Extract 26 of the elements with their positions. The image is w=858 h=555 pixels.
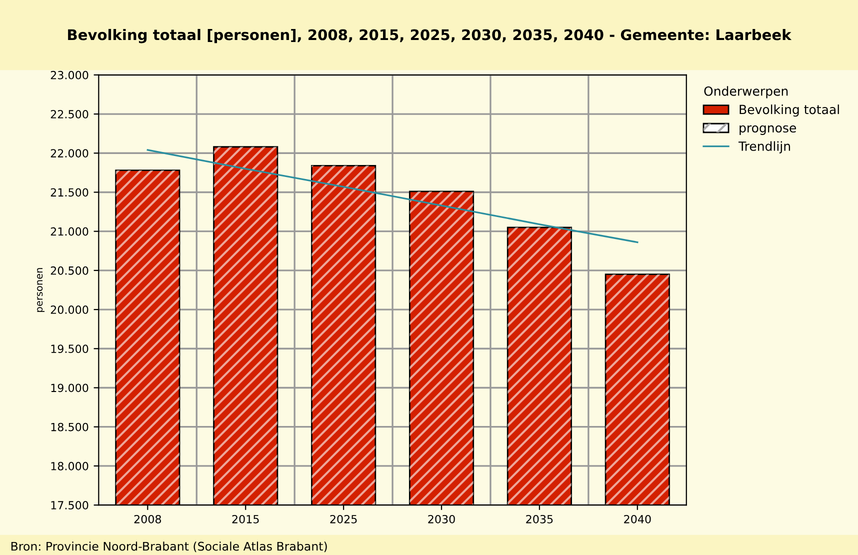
y-tick-label: 23.000 [50, 70, 88, 80]
y-tick-label: 19.000 [51, 384, 88, 392]
legend-label: Bevolking totaal [740, 104, 839, 117]
x-tick-label: 2030 [428, 514, 455, 524]
x-tick-label: 2008 [134, 514, 162, 524]
y-tick-label: 21.000 [50, 227, 88, 236]
x-tick-label: 2025 [330, 514, 357, 524]
x-tick-label: 2035 [526, 514, 553, 524]
text: Bron: Provincie Noord-Brabant (Sociale Atlas Brabant) [11, 542, 327, 552]
line-series [146, 149, 638, 244]
y-tick-label: 18.500 [51, 422, 88, 432]
y-tick-label: 19.500 [51, 344, 88, 354]
y-tick-label: 20.000 [50, 306, 88, 314]
y-axis-title: personen [37, 268, 45, 312]
y-tick-label: 20.500 [50, 266, 88, 275]
legend-label: Trendlijn [738, 141, 790, 154]
y-tick-label: 22.000 [50, 149, 88, 158]
x-tick-label: 2040 [624, 514, 651, 524]
y-tick-label: 17.500 [51, 501, 88, 510]
legend-title: Onderwerpen [704, 86, 788, 98]
legend-label: prognose [740, 125, 796, 135]
y-tick-label: 21.500 [50, 188, 88, 197]
y-tick-label: 22.500 [50, 110, 88, 118]
chart-title: Bevolking totaal [personen], 2008, 2015, 2025, 2030, 2035, 2040 - Gemeente: Laarbeek [68, 28, 792, 44]
x-tick-label: 2015 [232, 514, 259, 524]
y-tick-label: 18.000 [51, 462, 88, 470]
